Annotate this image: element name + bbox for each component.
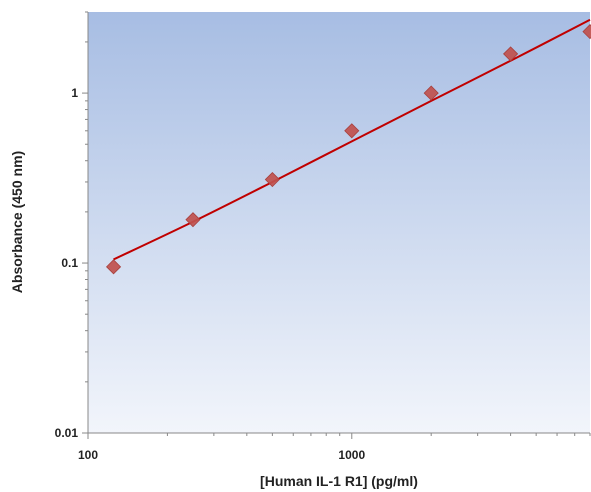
x-tick-label: 1000 xyxy=(338,448,365,462)
plot-area xyxy=(88,12,590,433)
data-point-marker xyxy=(105,259,122,275)
data-point-marker xyxy=(582,24,591,40)
data-point-marker xyxy=(344,123,360,139)
x-axis-ticks: 100 1000 xyxy=(78,433,591,462)
marker-layer xyxy=(105,24,591,275)
data-point-marker xyxy=(185,212,201,228)
x-tick-label: 100 xyxy=(78,448,98,462)
y-tick-label: 0.1 xyxy=(61,256,78,270)
data-point-marker xyxy=(503,46,519,62)
y-tick-label: 1 xyxy=(71,86,78,100)
y-axis-ticks: 0.01 0.1 1 xyxy=(55,11,88,440)
data-point-marker xyxy=(264,171,280,188)
data-point-marker xyxy=(423,85,439,101)
y-tick-label: 0.01 xyxy=(55,426,79,440)
y-axis-title: Absorbance (450 nm) xyxy=(9,151,25,293)
x-axis-title: [Human IL-1 R1] (pg/ml) xyxy=(260,473,418,489)
